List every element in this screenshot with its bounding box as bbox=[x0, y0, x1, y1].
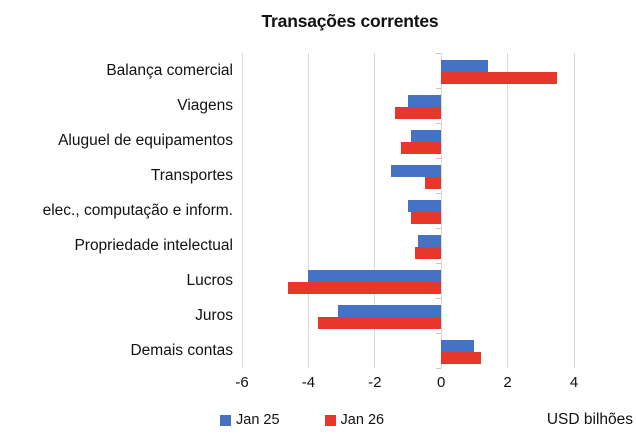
legend-swatch-icon bbox=[324, 414, 336, 426]
category-label: Juros bbox=[195, 307, 233, 324]
category-label: Transportes bbox=[150, 167, 233, 184]
gridline bbox=[307, 53, 309, 368]
bar-jan25 bbox=[417, 235, 442, 247]
gridline bbox=[507, 53, 509, 368]
category-axis-tick bbox=[436, 88, 442, 89]
legend-item-jan26: Jan 26 bbox=[324, 412, 385, 428]
plot-area bbox=[241, 53, 575, 369]
category-axis-tick bbox=[436, 123, 442, 124]
category-axis-tick bbox=[436, 193, 442, 194]
x-tick-label: 0 bbox=[437, 374, 446, 391]
gridline bbox=[440, 53, 442, 368]
bar-jan26 bbox=[401, 142, 442, 154]
category-label: Lucros bbox=[186, 272, 233, 289]
bar-jan25 bbox=[408, 95, 442, 107]
category-axis-tick bbox=[436, 368, 442, 369]
gridline bbox=[374, 53, 376, 368]
x-tick-label: -2 bbox=[368, 374, 382, 391]
legend-swatch-icon bbox=[220, 414, 231, 426]
bar-jan25 bbox=[441, 340, 475, 352]
category-axis-tick bbox=[436, 263, 442, 264]
bar-jan26 bbox=[441, 72, 558, 84]
bar-jan25 bbox=[391, 165, 442, 177]
category-axis-tick bbox=[436, 298, 442, 299]
bar-jan26 bbox=[441, 352, 482, 364]
x-tick-label: 4 bbox=[569, 374, 579, 391]
chart-title: Transações correntes bbox=[261, 11, 439, 31]
bar-jan25 bbox=[308, 270, 442, 282]
value-axis: -6 -4 -2 0 2 4 bbox=[235, 374, 578, 394]
bar-jan25 bbox=[411, 130, 442, 142]
legend: Jan 25 Jan 26 bbox=[220, 412, 384, 428]
category-label: Demais contas bbox=[130, 342, 233, 359]
category-axis-tick bbox=[436, 228, 442, 229]
bar-jan26 bbox=[394, 107, 442, 119]
category-label: Balança comercial bbox=[106, 62, 233, 79]
legend-label: Jan 25 bbox=[236, 412, 280, 428]
category-axis-tick bbox=[436, 53, 442, 54]
category-label: elec., computação e inform. bbox=[42, 202, 233, 219]
x-tick-label: -4 bbox=[301, 374, 316, 391]
category-axis-labels: Balança comercial Viagens Aluguel de equip… bbox=[0, 53, 233, 368]
bar-jan26 bbox=[424, 177, 442, 189]
bar-jan25 bbox=[408, 200, 442, 212]
category-axis-tick bbox=[436, 158, 442, 159]
legend-item-jan25: Jan 25 bbox=[220, 412, 280, 428]
bar-jan25 bbox=[338, 305, 442, 317]
legend-label: Jan 26 bbox=[340, 412, 385, 428]
bar-jan25 bbox=[441, 60, 488, 72]
bar-jan26 bbox=[414, 247, 442, 259]
category-label: Viagens bbox=[177, 97, 233, 114]
axis-unit-label: USD bilhões bbox=[546, 411, 633, 428]
bar-jan26 bbox=[411, 212, 442, 224]
bar-jan26 bbox=[318, 317, 442, 329]
bar-jan26 bbox=[288, 282, 442, 294]
category-axis-tick bbox=[436, 333, 442, 334]
gridline bbox=[241, 53, 243, 368]
category-label: Aluguel de equipamentos bbox=[58, 132, 233, 149]
gridline bbox=[573, 53, 575, 368]
x-tick-label: 2 bbox=[503, 374, 512, 391]
x-tick-label: -6 bbox=[235, 374, 249, 391]
category-label: Propriedade intelectual bbox=[74, 237, 233, 254]
